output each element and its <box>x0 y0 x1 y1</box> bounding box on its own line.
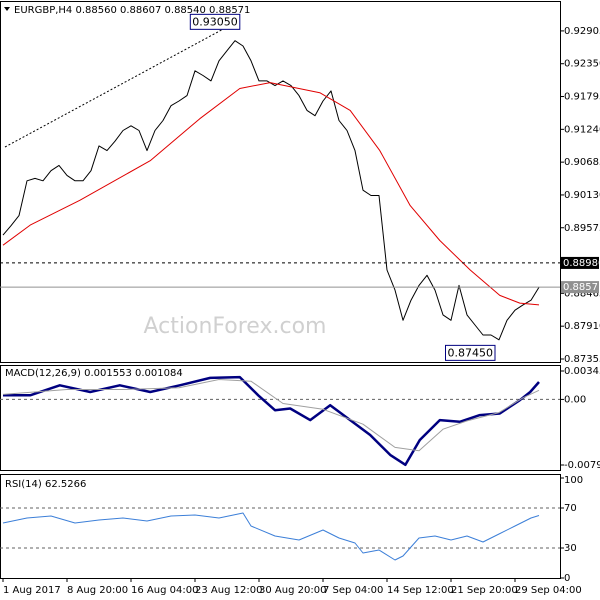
panel-title: EURGBP,H4 0.88560 0.88607 0.88540 0.8857… <box>14 5 250 16</box>
series-line <box>3 375 540 467</box>
y-tick-label: 0.90685 <box>564 157 600 168</box>
y-tick-label: 0.003432 <box>564 366 600 377</box>
y-tick-label: 100 <box>564 475 583 486</box>
y-tick-label: 70 <box>564 503 577 514</box>
x-tick-label: 8 Aug 20:00 <box>67 585 128 596</box>
y-tick-label: -0.007925 <box>564 460 600 471</box>
y-tick-label: 0.87355 <box>564 354 600 365</box>
x-tick-label: 23 Aug 12:00 <box>195 585 262 596</box>
panel-frame <box>0 474 561 579</box>
x-tick-label: 21 Sep 20:00 <box>451 585 518 596</box>
panel-frame <box>0 365 561 471</box>
reference-label-box <box>561 256 599 269</box>
reference-label-box <box>561 281 599 294</box>
panel-title: RSI(14) 62.5266 <box>5 479 86 490</box>
x-tick-label: 1 Aug 2017 <box>3 585 61 596</box>
panel-title: MACD(12,26,9) 0.001553 0.001084 <box>5 368 183 379</box>
x-tick-label: 14 Sep 12:00 <box>387 585 454 596</box>
x-tick-label: 29 Sep 04:00 <box>515 585 582 596</box>
series-line <box>2 379 540 452</box>
annotation-box <box>189 13 241 30</box>
series-line <box>2 82 540 306</box>
x-tick-label: 16 Aug 04:00 <box>131 585 198 596</box>
y-tick-label: 0.00 <box>564 394 586 405</box>
panel-frame <box>0 1 561 363</box>
reference-label: 0.88571 <box>563 282 600 293</box>
x-tick-label: 30 Aug 20:00 <box>259 585 326 596</box>
y-tick-label: 0.88465 <box>564 288 600 299</box>
y-tick-label: 30 <box>564 543 577 554</box>
y-tick-label: 0.89575 <box>564 223 600 234</box>
x-tick-label: 7 Sep 04:00 <box>323 585 383 596</box>
annotation-box <box>445 344 496 361</box>
menu-triangle <box>4 7 10 11</box>
y-tick-label: 0.91795 <box>564 92 600 103</box>
series-line <box>2 512 540 561</box>
annotation-label: 0.87450 <box>448 346 494 359</box>
y-tick-label: 0 <box>564 573 570 584</box>
watermark: ActionForex.com <box>144 314 327 339</box>
trend-line <box>4 19 241 148</box>
y-tick-label: 0.92905 <box>564 26 600 37</box>
annotation-label: 0.93050 <box>192 15 238 28</box>
